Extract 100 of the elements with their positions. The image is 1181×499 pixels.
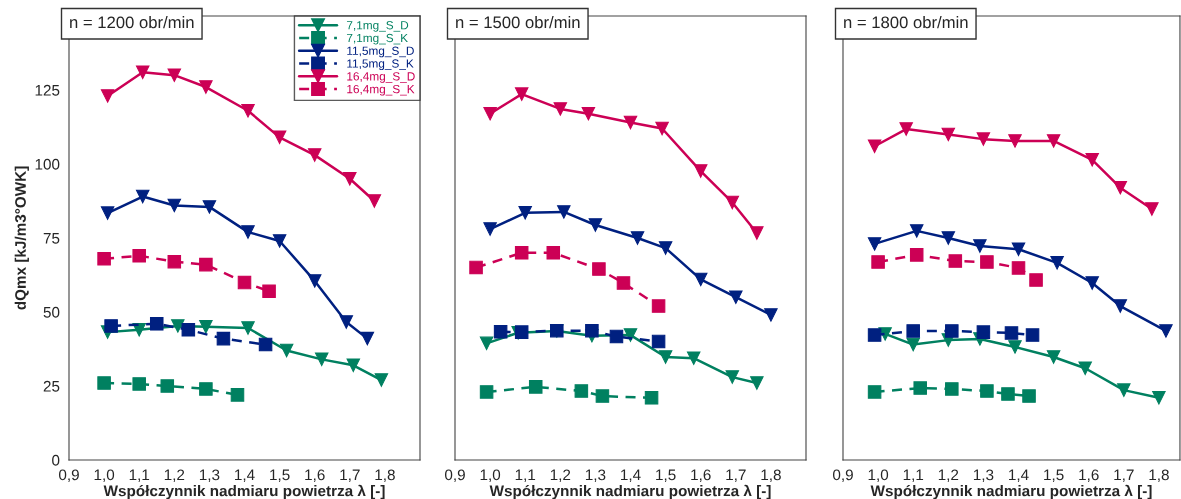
- x-tick-label: 0,9: [444, 469, 465, 483]
- point: [199, 257, 213, 272]
- x-tick-label: 1,2: [164, 469, 185, 483]
- point: [171, 319, 185, 333]
- point: [493, 325, 508, 339]
- point: [518, 206, 532, 220]
- point: [725, 195, 740, 210]
- point: [588, 218, 603, 232]
- point: [374, 373, 389, 387]
- y-tick-label: 100: [35, 158, 60, 170]
- point: [469, 260, 483, 275]
- x-tick-label: 1,6: [691, 469, 711, 483]
- point: [941, 231, 956, 245]
- point: [1117, 383, 1131, 397]
- point: [1046, 350, 1061, 364]
- point: [693, 164, 708, 178]
- y-tick-label: 25: [43, 380, 60, 392]
- point: [100, 206, 115, 220]
- point: [630, 231, 645, 245]
- point: [729, 290, 743, 304]
- point: [360, 331, 375, 346]
- point: [237, 275, 252, 290]
- point: [976, 132, 991, 146]
- point: [764, 308, 778, 322]
- point: [314, 352, 329, 367]
- x-tick-label: 1,0: [94, 469, 115, 483]
- point: [644, 391, 659, 405]
- x-tick-label: 1,8: [375, 469, 395, 483]
- point: [135, 189, 150, 204]
- x-tick-label: 1,5: [270, 469, 290, 483]
- point: [1085, 276, 1099, 290]
- point: [1159, 324, 1173, 338]
- point: [623, 115, 638, 130]
- annotation: n = 1800 obr/min: [844, 16, 968, 29]
- point: [272, 234, 287, 248]
- x-tick-label: 1,4: [621, 469, 641, 483]
- point: [725, 370, 740, 384]
- point: [258, 337, 273, 352]
- point: [241, 103, 255, 118]
- x-tick-label: 1,7: [1114, 469, 1134, 483]
- x-tick-label: 0,9: [58, 469, 79, 483]
- point: [307, 148, 322, 162]
- point: [658, 241, 673, 255]
- point: [867, 139, 882, 154]
- point: [149, 317, 164, 331]
- x-tick-label: 1,3: [199, 469, 220, 483]
- point: [945, 324, 959, 338]
- point: [307, 274, 322, 288]
- point: [230, 388, 245, 402]
- point: [899, 122, 913, 136]
- y-axis-title: dQmx [kJ/m3°OWK]: [14, 166, 29, 310]
- point: [160, 379, 175, 393]
- point: [167, 254, 182, 269]
- x-tick-label: 1,0: [480, 469, 501, 483]
- point: [655, 121, 669, 136]
- point: [973, 239, 987, 253]
- point: [867, 385, 882, 399]
- point: [592, 262, 606, 276]
- legend-label: 11,5mg_S_K: [347, 59, 414, 71]
- point: [1152, 391, 1166, 405]
- point: [948, 254, 963, 268]
- point: [581, 106, 596, 121]
- point: [750, 226, 764, 240]
- point: [181, 322, 196, 337]
- point: [1011, 261, 1026, 275]
- point: [574, 384, 589, 398]
- point: [241, 321, 255, 335]
- point: [514, 87, 529, 101]
- x-tick-label: 1,2: [938, 469, 959, 483]
- y-tick-label: 125: [35, 84, 60, 96]
- point: [750, 376, 764, 390]
- x-axis-title: Współczynnik nadmiaru powietrza λ [-]: [103, 484, 385, 499]
- point: [585, 323, 599, 338]
- x-tick-label: 1,0: [868, 469, 889, 483]
- point: [1085, 153, 1099, 167]
- point: [367, 194, 382, 208]
- point: [104, 319, 118, 333]
- point: [479, 385, 494, 399]
- annotation: n = 1200 obr/min: [70, 16, 194, 29]
- point: [1113, 299, 1128, 313]
- point: [199, 382, 213, 396]
- x-tick-label: 1,4: [1009, 469, 1029, 483]
- point: [528, 380, 543, 394]
- point: [913, 381, 927, 395]
- point: [867, 237, 882, 251]
- legend-label: 7,1mg_S_K: [346, 33, 408, 45]
- point: [616, 276, 631, 290]
- y-tick-label: 0: [52, 454, 60, 466]
- point: [945, 382, 959, 396]
- point: [867, 328, 882, 342]
- point: [97, 251, 111, 266]
- point: [216, 331, 231, 346]
- point: [167, 68, 182, 82]
- point: [878, 327, 892, 341]
- point: [1025, 328, 1040, 342]
- point: [132, 377, 146, 391]
- legend-label: 7,1mg_S_D: [346, 21, 409, 32]
- point: [479, 336, 494, 351]
- annotation: n = 1500 obr/min: [456, 16, 580, 29]
- point: [167, 198, 182, 213]
